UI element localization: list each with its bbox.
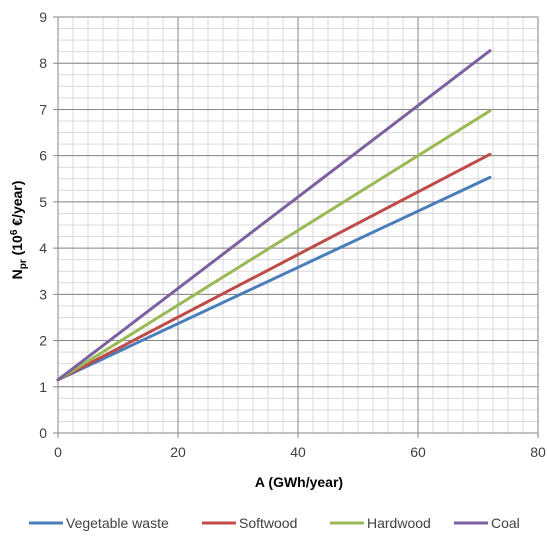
y-tick-label: 1 (39, 379, 47, 395)
series-line-softwood (56, 152, 492, 382)
y-axis-title-superscript: 6 (9, 229, 20, 235)
x-tick-label: 40 (290, 444, 306, 460)
y-tick-label: 3 (39, 286, 47, 302)
y-tick-label: 6 (39, 148, 47, 164)
legend: Vegetable waste Softwood Hardwood Coal (29, 515, 520, 531)
y-axis-title: Npr (106 €/year) (9, 181, 29, 280)
x-axis-title: A (GWh/year) (255, 474, 343, 490)
y-tick-label: 0 (39, 425, 47, 441)
x-tick-labels: 0 20 40 60 80 (54, 444, 546, 460)
legend-label-vegetable-waste: Vegetable waste (66, 515, 169, 531)
legend-label-hardwood: Hardwood (367, 515, 431, 531)
y-tick-label: 5 (39, 194, 47, 210)
y-tick-label: 2 (39, 333, 47, 349)
y-tick-label: 7 (39, 101, 47, 117)
series-lines (56, 49, 492, 382)
legend-label-coal: Coal (491, 515, 520, 531)
y-tick-labels: 0 1 2 3 4 5 6 7 8 9 (39, 9, 47, 441)
x-tick-label: 80 (530, 444, 546, 460)
y-axis-title-main: N (9, 269, 25, 279)
x-tick-label: 20 (170, 444, 186, 460)
series-line-vegetable-waste (56, 175, 492, 382)
x-tick-label: 0 (54, 444, 62, 460)
x-tick-label: 60 (410, 444, 426, 460)
y-tick-label: 9 (39, 9, 47, 25)
legend-label-softwood: Softwood (239, 515, 297, 531)
series-line-coal (56, 49, 492, 382)
y-axis-title-subscript: pr (18, 259, 29, 269)
y-tick-label: 4 (39, 240, 47, 256)
series-line-hardwood (56, 109, 492, 382)
y-tick-label: 8 (39, 55, 47, 71)
axes (53, 16, 539, 438)
y-axis-title-close: €/year) (9, 181, 25, 230)
y-axis-title-open: (10 (9, 235, 25, 259)
